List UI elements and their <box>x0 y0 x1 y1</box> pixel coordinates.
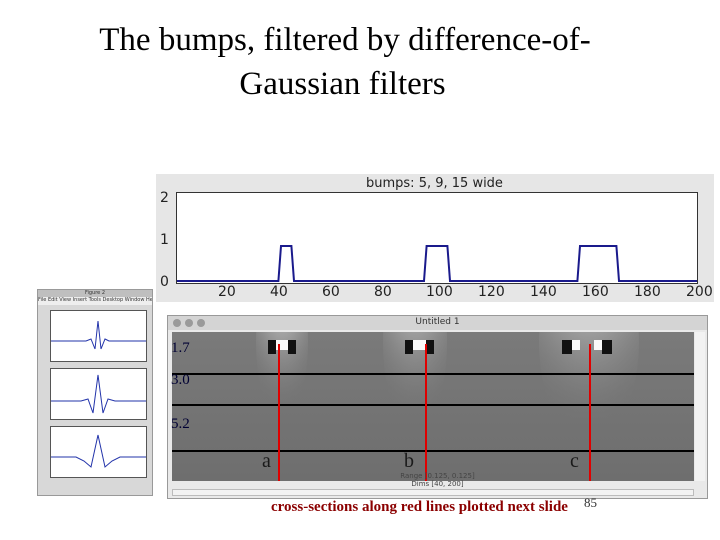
x-tick-label: 200 <box>686 284 713 300</box>
x-tick-label: 80 <box>374 284 392 300</box>
mini-plot-2-curve <box>51 374 146 414</box>
y-tick-label: 1 <box>160 232 169 248</box>
cross-section-label-b: b <box>404 450 414 472</box>
x-tick-label: 60 <box>322 284 340 300</box>
mini-plot-3 <box>50 426 147 478</box>
dims-readout: Dims [40, 200] <box>411 480 464 488</box>
slide-title-line-1: The bumps, filtered by difference-of- <box>99 22 591 58</box>
range-readout: Range [0.125, 0.125] <box>400 472 475 480</box>
x-tick-label: 160 <box>582 284 609 300</box>
x-tick-label: 180 <box>634 284 661 300</box>
x-tick-label: 100 <box>426 284 453 300</box>
window-titlebar[interactable]: Untitled 1 <box>168 316 707 330</box>
horizontal-scrollbar[interactable] <box>172 489 694 496</box>
page-number: 85 <box>584 495 597 510</box>
bumps-line-plot <box>177 245 697 282</box>
x-tick-label: 20 <box>218 284 236 300</box>
cross-section-label-a: a <box>262 450 271 472</box>
mini-plot-3-curve <box>51 434 146 468</box>
window-title: Untitled 1 <box>415 317 460 327</box>
x-tick-label: 120 <box>478 284 505 300</box>
zoom-icon[interactable] <box>197 319 205 327</box>
y-tick-label: 0 <box>160 274 169 290</box>
slide-caption: cross-sections along red lines plotted n… <box>271 499 568 515</box>
dog-image-window[interactable]: Untitled 1 <box>167 242 708 499</box>
x-tick-label: 140 <box>530 284 557 300</box>
dog-response-image <box>172 242 694 481</box>
scale-label: 1.7 <box>171 340 190 356</box>
plot-title: bumps: 5, 9, 15 wide <box>366 176 503 191</box>
y-tick-label: 2 <box>160 190 169 206</box>
scale-label: 5.2 <box>171 416 190 432</box>
minimize-icon[interactable] <box>185 319 193 327</box>
mini-plot-1 <box>50 310 147 362</box>
vertical-scrollbar[interactable] <box>695 332 705 481</box>
close-icon[interactable] <box>173 319 181 327</box>
dog-filter-image <box>172 242 694 481</box>
bumps-plot-window[interactable]: bumps: 5, 9, 15 wide 2 1 0 20 40 60 80 100 12… <box>156 174 714 302</box>
scale-label: 3.0 <box>171 372 190 388</box>
mini-figure-window[interactable]: Figure 2 File Edit View Insert Tools Des… <box>37 289 153 496</box>
cross-section-label-c: c <box>570 450 579 472</box>
mini-window-title: Figure 2 <box>38 290 152 297</box>
bumps-series-line <box>177 245 697 282</box>
mini-window-menu[interactable]: File Edit View Insert Tools Desktop Wind… <box>38 297 152 305</box>
mini-plot-1-curve <box>51 320 146 350</box>
slide-title: The bumps, filtered by difference-of- Ga… <box>40 18 680 106</box>
mini-plot-2 <box>50 368 147 420</box>
slide-title-line-2: Gaussian filters <box>239 66 446 102</box>
plot-area <box>176 192 698 284</box>
x-tick-label: 40 <box>270 284 288 300</box>
